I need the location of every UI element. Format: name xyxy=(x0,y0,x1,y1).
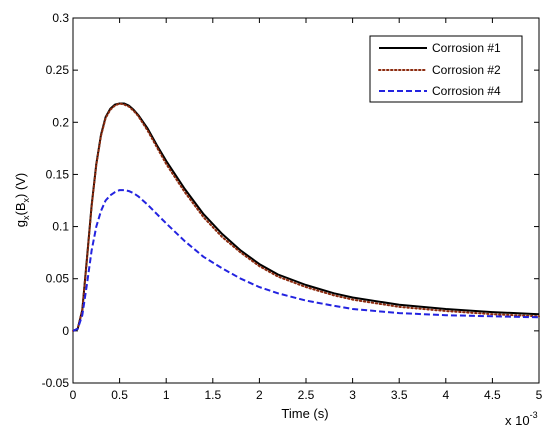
x-tick-label: 0.5 xyxy=(111,388,128,402)
series-line-corrosion-4 xyxy=(72,189,540,332)
x-multiplier-exponent: -3 xyxy=(530,410,538,420)
y-tick-label: -0.05 xyxy=(42,376,70,390)
y-tick-label: 0.3 xyxy=(52,11,69,25)
y-label-close: ) (V) xyxy=(13,173,28,198)
legend-label-corrosion-2: Corrosion #2 xyxy=(432,63,501,77)
x-tick-label: 3.5 xyxy=(391,388,408,402)
x-tick-label: 1.5 xyxy=(204,388,221,402)
legend-label-corrosion-4: Corrosion #4 xyxy=(432,84,501,98)
legend: Corrosion #1 Corrosion #2 Corrosion #4 xyxy=(369,35,523,103)
y-tick-label: 0.15 xyxy=(46,167,70,181)
x-axis-multiplier: x 10-3 xyxy=(505,410,538,428)
x-tick-label: 3 xyxy=(349,388,356,402)
x-tick-label: 2 xyxy=(256,388,263,402)
x-tick-label: 0 xyxy=(70,388,77,402)
y-label-sub1: x xyxy=(21,215,31,220)
y-tick-label: 0.25 xyxy=(46,63,70,77)
x-axis-ticks: 0 0.5 1 1.5 2 2.5 3 3.5 4 4.5 5 xyxy=(70,18,543,402)
series-layer xyxy=(72,102,540,332)
y-tick-label: 0.2 xyxy=(52,115,69,129)
x-multiplier-base: x 10 xyxy=(505,413,530,428)
x-axis-label: Time (s) xyxy=(281,406,328,421)
y-tick-label: 0.1 xyxy=(52,220,69,234)
y-axis-label: gx(Bx) (V) xyxy=(13,173,31,228)
y-label-g: g xyxy=(13,220,28,227)
x-tick-label: 2.5 xyxy=(298,388,315,402)
x-tick-label: 5 xyxy=(536,388,543,402)
series-line-corrosion-2 xyxy=(72,102,540,332)
x-tick-label: 4 xyxy=(442,388,449,402)
x-tick-label: 1 xyxy=(163,388,170,402)
legend-label-corrosion-1: Corrosion #1 xyxy=(432,41,501,55)
y-label-open: (B xyxy=(13,203,28,216)
y-tick-label: 0 xyxy=(62,324,69,338)
y-tick-label: 0.05 xyxy=(46,272,70,286)
y-axis-ticks: -0.05 0 0.05 0.1 0.15 0.2 0.25 0.3 xyxy=(42,11,539,390)
x-tick-label: 4.5 xyxy=(484,388,501,402)
y-label-sub2: x xyxy=(21,198,31,203)
